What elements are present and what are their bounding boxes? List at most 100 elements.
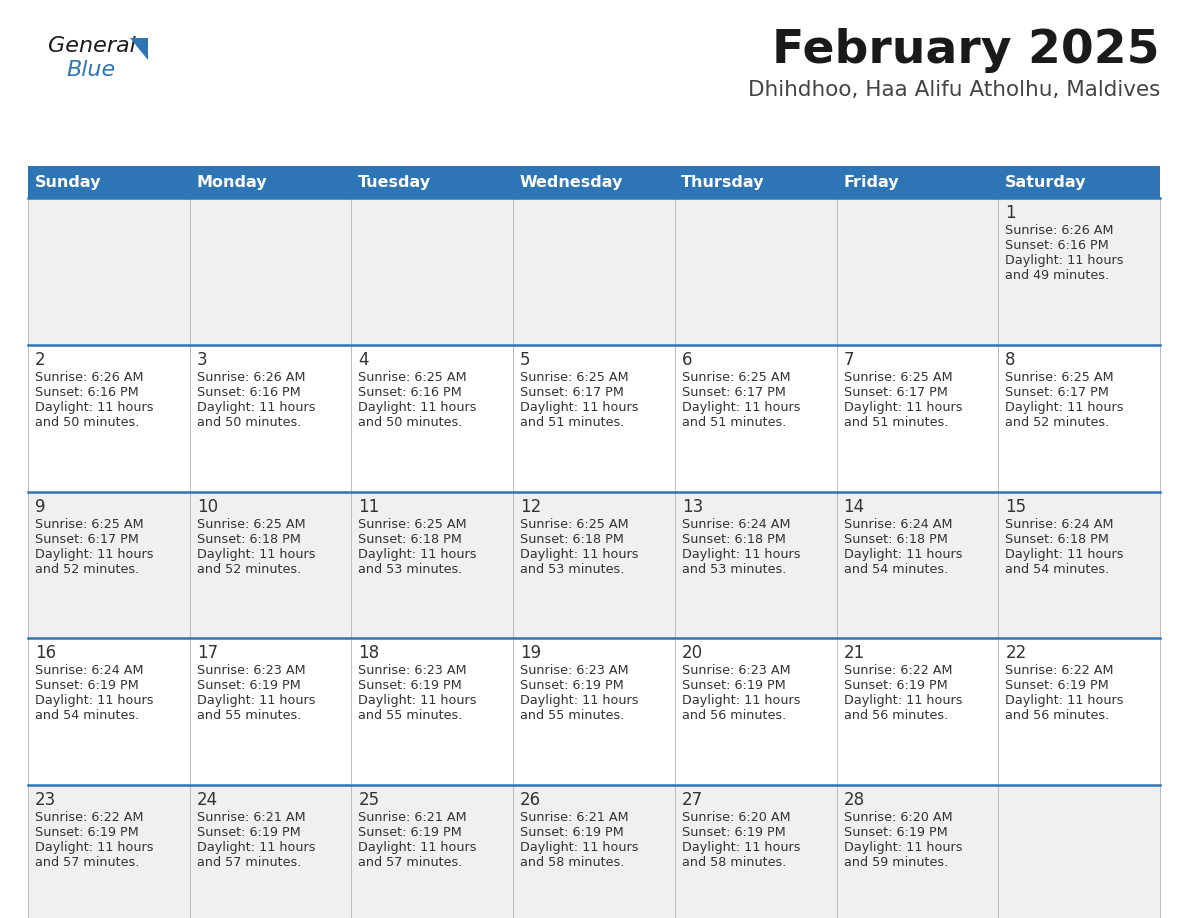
Text: Sunrise: 6:24 AM: Sunrise: 6:24 AM [682, 518, 790, 531]
Text: Daylight: 11 hours: Daylight: 11 hours [843, 401, 962, 414]
Text: and 49 minutes.: and 49 minutes. [1005, 269, 1110, 282]
Text: Daylight: 11 hours: Daylight: 11 hours [843, 548, 962, 561]
Text: Daylight: 11 hours: Daylight: 11 hours [520, 694, 639, 708]
Text: and 56 minutes.: and 56 minutes. [1005, 710, 1110, 722]
Text: and 51 minutes.: and 51 minutes. [520, 416, 625, 429]
Polygon shape [129, 38, 148, 60]
Text: 2: 2 [34, 351, 45, 369]
Text: Sunset: 6:19 PM: Sunset: 6:19 PM [197, 679, 301, 692]
Text: Daylight: 11 hours: Daylight: 11 hours [843, 694, 962, 708]
Text: Sunrise: 6:21 AM: Sunrise: 6:21 AM [359, 812, 467, 824]
Text: Daylight: 11 hours: Daylight: 11 hours [197, 401, 315, 414]
Text: 13: 13 [682, 498, 703, 516]
Text: Sunset: 6:19 PM: Sunset: 6:19 PM [520, 679, 624, 692]
Text: 3: 3 [197, 351, 208, 369]
Text: Sunrise: 6:25 AM: Sunrise: 6:25 AM [520, 518, 628, 531]
Text: Thursday: Thursday [682, 174, 765, 189]
Text: and 54 minutes.: and 54 minutes. [34, 710, 139, 722]
Text: and 50 minutes.: and 50 minutes. [197, 416, 301, 429]
Text: Sunrise: 6:21 AM: Sunrise: 6:21 AM [520, 812, 628, 824]
Text: 23: 23 [34, 791, 56, 809]
Text: and 59 minutes.: and 59 minutes. [843, 856, 948, 869]
Text: Daylight: 11 hours: Daylight: 11 hours [682, 401, 801, 414]
Bar [352, 166, 513, 198]
Text: Monday: Monday [196, 174, 267, 189]
Text: 8: 8 [1005, 351, 1016, 369]
Text: Wednesday: Wednesday [519, 174, 623, 189]
Text: Sunset: 6:17 PM: Sunset: 6:17 PM [34, 532, 139, 545]
Text: Tuesday: Tuesday [358, 174, 431, 189]
Text: Sunset: 6:18 PM: Sunset: 6:18 PM [197, 532, 301, 545]
Text: Sunrise: 6:23 AM: Sunrise: 6:23 AM [682, 665, 790, 677]
Text: and 52 minutes.: and 52 minutes. [1005, 416, 1110, 429]
Bar [29, 638, 1159, 785]
Text: Sunrise: 6:22 AM: Sunrise: 6:22 AM [1005, 665, 1114, 677]
Bar [29, 345, 1159, 492]
Text: Sunset: 6:19 PM: Sunset: 6:19 PM [34, 826, 139, 839]
Text: Daylight: 11 hours: Daylight: 11 hours [682, 694, 801, 708]
Text: Sunset: 6:18 PM: Sunset: 6:18 PM [1005, 532, 1110, 545]
Text: 4: 4 [359, 351, 369, 369]
Text: Sunrise: 6:25 AM: Sunrise: 6:25 AM [34, 518, 144, 531]
Text: Sunrise: 6:25 AM: Sunrise: 6:25 AM [197, 518, 305, 531]
Text: Daylight: 11 hours: Daylight: 11 hours [197, 694, 315, 708]
Text: 26: 26 [520, 791, 542, 809]
Text: 21: 21 [843, 644, 865, 663]
Text: Sunrise: 6:23 AM: Sunrise: 6:23 AM [359, 665, 467, 677]
Text: Sunrise: 6:23 AM: Sunrise: 6:23 AM [197, 665, 305, 677]
Text: Daylight: 11 hours: Daylight: 11 hours [1005, 401, 1124, 414]
Text: 9: 9 [34, 498, 45, 516]
Bar [836, 166, 998, 198]
Text: 1: 1 [1005, 204, 1016, 222]
Text: 24: 24 [197, 791, 217, 809]
Text: Daylight: 11 hours: Daylight: 11 hours [34, 401, 153, 414]
Text: Daylight: 11 hours: Daylight: 11 hours [682, 841, 801, 855]
Text: Blue: Blue [67, 60, 115, 80]
Text: and 51 minutes.: and 51 minutes. [843, 416, 948, 429]
Text: Sunset: 6:19 PM: Sunset: 6:19 PM [843, 826, 947, 839]
Text: Sunset: 6:16 PM: Sunset: 6:16 PM [1005, 239, 1110, 252]
Text: 25: 25 [359, 791, 379, 809]
Text: and 55 minutes.: and 55 minutes. [520, 710, 625, 722]
Text: Daylight: 11 hours: Daylight: 11 hours [359, 841, 476, 855]
Text: Sunrise: 6:22 AM: Sunrise: 6:22 AM [34, 812, 144, 824]
Text: Sunrise: 6:25 AM: Sunrise: 6:25 AM [520, 371, 628, 384]
Bar [29, 785, 1159, 918]
Text: Sunset: 6:18 PM: Sunset: 6:18 PM [359, 532, 462, 545]
Bar [29, 492, 1159, 638]
Text: and 56 minutes.: and 56 minutes. [682, 710, 786, 722]
Text: and 53 minutes.: and 53 minutes. [359, 563, 463, 576]
Text: Sunset: 6:18 PM: Sunset: 6:18 PM [520, 532, 624, 545]
Text: 17: 17 [197, 644, 217, 663]
Text: Daylight: 11 hours: Daylight: 11 hours [34, 548, 153, 561]
Text: 10: 10 [197, 498, 217, 516]
Text: and 50 minutes.: and 50 minutes. [359, 416, 463, 429]
Text: February 2025: February 2025 [772, 28, 1159, 73]
Text: Sunset: 6:19 PM: Sunset: 6:19 PM [359, 679, 462, 692]
Text: Sunrise: 6:25 AM: Sunrise: 6:25 AM [682, 371, 790, 384]
Text: Sunset: 6:19 PM: Sunset: 6:19 PM [359, 826, 462, 839]
Text: Sunrise: 6:22 AM: Sunrise: 6:22 AM [843, 665, 952, 677]
Text: Sunset: 6:17 PM: Sunset: 6:17 PM [682, 386, 785, 398]
Text: Daylight: 11 hours: Daylight: 11 hours [34, 694, 153, 708]
Bar [998, 166, 1159, 198]
Text: Sunset: 6:19 PM: Sunset: 6:19 PM [34, 679, 139, 692]
Text: 5: 5 [520, 351, 531, 369]
Text: and 54 minutes.: and 54 minutes. [843, 563, 948, 576]
Text: 15: 15 [1005, 498, 1026, 516]
Text: Daylight: 11 hours: Daylight: 11 hours [1005, 548, 1124, 561]
Text: Sunset: 6:19 PM: Sunset: 6:19 PM [1005, 679, 1110, 692]
Text: Sunrise: 6:25 AM: Sunrise: 6:25 AM [359, 371, 467, 384]
Text: and 55 minutes.: and 55 minutes. [359, 710, 463, 722]
Text: and 58 minutes.: and 58 minutes. [682, 856, 786, 869]
Text: Sunset: 6:19 PM: Sunset: 6:19 PM [843, 679, 947, 692]
Text: Sunset: 6:16 PM: Sunset: 6:16 PM [359, 386, 462, 398]
Text: Daylight: 11 hours: Daylight: 11 hours [1005, 694, 1124, 708]
Text: Daylight: 11 hours: Daylight: 11 hours [34, 841, 153, 855]
Text: Sunset: 6:16 PM: Sunset: 6:16 PM [34, 386, 139, 398]
Text: Daylight: 11 hours: Daylight: 11 hours [520, 841, 639, 855]
Text: Sunrise: 6:24 AM: Sunrise: 6:24 AM [843, 518, 952, 531]
Text: and 55 minutes.: and 55 minutes. [197, 710, 301, 722]
Text: and 50 minutes.: and 50 minutes. [34, 416, 139, 429]
Bar [513, 166, 675, 198]
